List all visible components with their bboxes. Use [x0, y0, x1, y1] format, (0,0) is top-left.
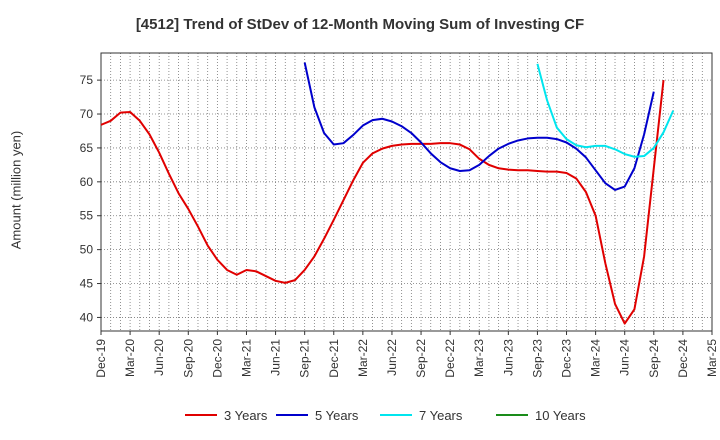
x-tick-label: Mar-20 [123, 339, 137, 377]
x-tick-label: Sep-21 [298, 339, 312, 378]
x-tick-label: Dec-21 [327, 339, 341, 378]
x-tick-label: Mar-24 [589, 339, 603, 377]
series-line-7-years [536, 63, 675, 158]
x-tick-label: Dec-19 [94, 339, 108, 378]
y-tick-label: 50 [80, 243, 94, 257]
y-tick-label: 45 [80, 277, 94, 291]
y-tick-label: 70 [80, 107, 94, 121]
legend-label: 5 Years [315, 408, 359, 423]
y-tick-label: 55 [80, 209, 94, 223]
x-tick-label: Sep-23 [530, 339, 544, 378]
x-tick-label: Sep-20 [181, 339, 195, 378]
chart-title: [4512] Trend of StDev of 12-Month Moving… [135, 16, 585, 33]
x-tick-label: Mar-25 [705, 339, 719, 377]
x-tick-label: Sep-24 [647, 339, 661, 378]
x-tick-label: Dec-24 [676, 339, 690, 378]
x-tick-label: Jun-22 [385, 339, 399, 376]
x-tick-label: Dec-22 [443, 339, 457, 378]
x-tick-label: Mar-21 [239, 339, 253, 377]
legend-label: 3 Years [224, 408, 268, 423]
x-tick-label: Dec-23 [560, 339, 574, 378]
y-tick-label: 60 [80, 175, 94, 189]
legend-label: 7 Years [419, 408, 463, 423]
y-tick-label: 40 [80, 310, 94, 324]
x-tick-label: Jun-24 [618, 339, 632, 376]
x-tick-label: Sep-22 [414, 339, 428, 378]
x-tick-label: Mar-22 [356, 339, 370, 377]
x-tick-label: Jun-21 [269, 339, 283, 376]
y-tick-label: 65 [80, 141, 94, 155]
x-tick-label: Jun-23 [501, 339, 515, 376]
x-tick-label: Mar-23 [472, 339, 486, 377]
series-line-5-years [303, 62, 655, 191]
legend-label: 10 Years [535, 408, 586, 423]
series-line-3-years [100, 80, 665, 325]
plot-area-frame [100, 52, 713, 332]
y-tick-label: 75 [80, 73, 94, 87]
x-tick-label: Dec-20 [210, 339, 224, 378]
x-tick-label: Jun-20 [152, 339, 166, 376]
